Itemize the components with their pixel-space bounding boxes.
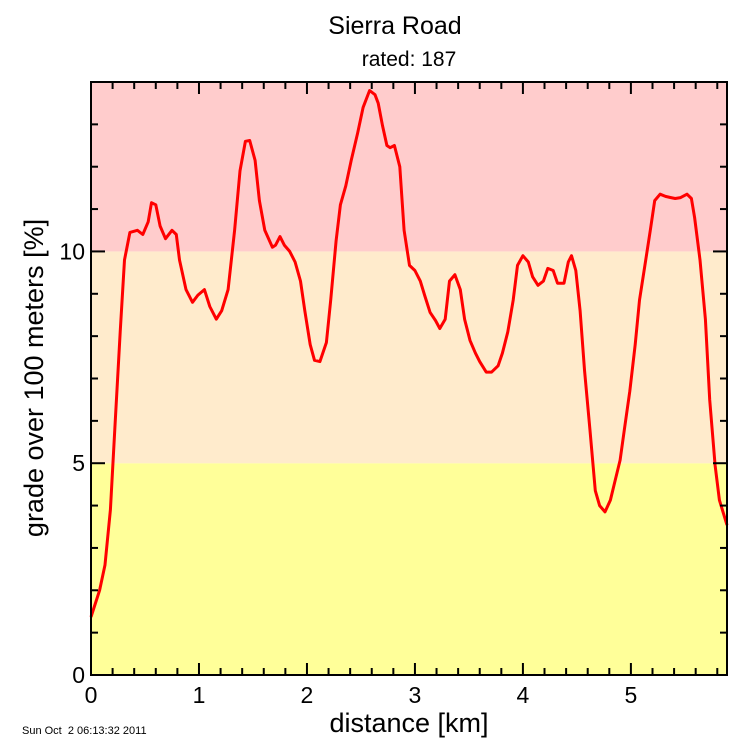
chart-title: Sierra Road <box>328 12 461 40</box>
grade-band-1 <box>91 251 727 464</box>
chart-subtitle: rated: 187 <box>362 48 457 71</box>
x-tick-label: 2 <box>301 682 314 708</box>
y-tick-label: 0 <box>72 662 85 688</box>
y-tick-label: 10 <box>59 238 85 264</box>
y-axis-label: grade over 100 meters [%] <box>19 219 49 537</box>
y-tick-label: 5 <box>72 450 85 476</box>
grade-line <box>89 89 729 618</box>
x-tick-label: 4 <box>517 682 530 708</box>
timestamp: Sun Oct 2 06:13:32 2011 <box>22 725 147 737</box>
x-tick-label: 3 <box>409 682 422 708</box>
grade-band-2 <box>91 82 727 252</box>
x-axis-label: distance [km] <box>329 708 488 738</box>
x-tick-label: 5 <box>624 682 637 708</box>
x-tick-label: 1 <box>193 682 206 708</box>
grade-band-0 <box>91 463 727 675</box>
x-tick-label: 0 <box>85 682 98 708</box>
